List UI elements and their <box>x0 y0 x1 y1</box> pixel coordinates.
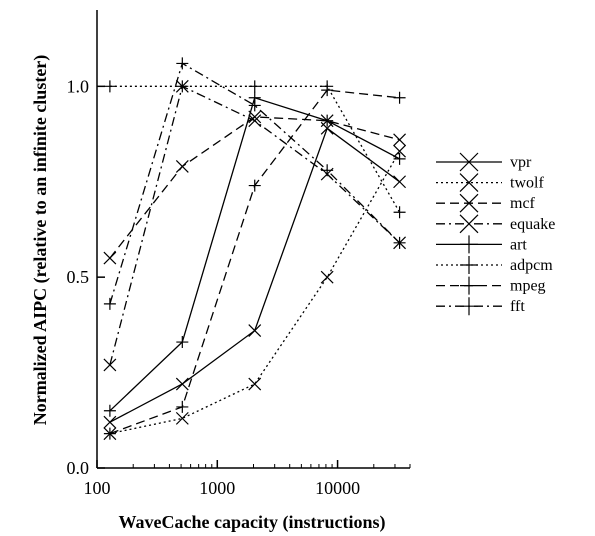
data-point <box>175 160 189 173</box>
legend-marker <box>459 193 479 213</box>
legend-item-twolf: twolf <box>436 173 544 193</box>
series-vpr <box>103 121 407 429</box>
legend-label: twolf <box>510 175 544 192</box>
data-point <box>248 324 262 338</box>
data-point <box>176 80 189 93</box>
data-point <box>176 400 189 413</box>
data-point <box>176 57 189 70</box>
data-point <box>393 91 406 104</box>
series-layer <box>103 57 407 441</box>
data-point <box>393 133 407 147</box>
y-tick-label: 0.5 <box>67 267 90 287</box>
data-point <box>321 164 334 177</box>
data-point <box>248 377 262 391</box>
series-fft <box>103 57 406 310</box>
series-line-adpcm <box>109 85 401 213</box>
data-point <box>248 179 261 192</box>
legend-label: equake <box>510 216 555 233</box>
legend-marker <box>460 235 478 254</box>
data-point <box>248 99 261 112</box>
legend-label: adpcm <box>510 257 553 274</box>
legend-label: art <box>510 236 527 253</box>
legend-marker <box>460 297 478 316</box>
legend-label: fft <box>510 298 525 315</box>
data-point <box>103 80 116 93</box>
series-adpcm <box>103 80 406 219</box>
legend-item-equake: equake <box>436 214 555 234</box>
legend-marker <box>459 173 479 193</box>
series-mpeg <box>103 84 406 440</box>
data-point <box>176 336 189 349</box>
series-line-equake <box>109 85 401 366</box>
data-point <box>393 175 407 189</box>
series-line-mpeg <box>109 89 400 435</box>
legend-marker <box>459 214 479 234</box>
data-point <box>103 251 117 265</box>
legend-item-mpeg: mpeg <box>436 276 546 295</box>
data-point <box>175 411 189 425</box>
data-point <box>103 404 116 417</box>
data-point <box>393 236 406 249</box>
data-point <box>321 84 334 97</box>
x-tick-label: 10000 <box>315 478 360 498</box>
data-point <box>103 297 116 310</box>
axis-ticks: 0.0 0.5 1.0 100 1000 10000 <box>67 76 411 498</box>
data-point <box>321 114 334 127</box>
series-line-twolf <box>109 150 401 435</box>
legend-item-fft: fft <box>436 297 525 315</box>
y-tick-label: 1.0 <box>67 76 90 96</box>
legend-item-art: art <box>436 235 527 254</box>
legend: vpr twolf mcf equake art adpcm mpeg fft <box>436 152 555 315</box>
data-point <box>320 270 334 284</box>
data-point <box>393 206 406 219</box>
data-point <box>175 377 189 391</box>
data-point <box>103 415 117 429</box>
x-tick-label: 1000 <box>199 478 235 498</box>
legend-marker <box>459 152 479 172</box>
series-line-art <box>109 96 400 412</box>
data-point <box>103 358 117 372</box>
series-equake <box>103 79 407 372</box>
data-point <box>393 152 406 165</box>
series-twolf <box>103 144 407 441</box>
data-point <box>393 144 407 158</box>
y-axis-title: Normalized AIPC (relative to an infinite… <box>30 55 51 426</box>
legend-label: vpr <box>510 154 532 171</box>
x-tick-label: 100 <box>84 478 111 498</box>
legend-item-mcf: mcf <box>436 193 536 213</box>
data-point <box>103 427 116 440</box>
y-tick-label: 0.0 <box>67 458 90 478</box>
x-axis-title: WaveCache capacity (instructions) <box>119 512 386 533</box>
series-art <box>103 91 406 417</box>
data-point <box>248 80 261 93</box>
legend-label: mpeg <box>510 278 546 295</box>
legend-marker <box>460 256 478 274</box>
legend-item-vpr: vpr <box>436 152 532 172</box>
data-point <box>248 114 262 128</box>
legend-label: mcf <box>510 195 536 212</box>
series-line-vpr <box>109 127 400 423</box>
legend-item-adpcm: adpcm <box>436 256 553 274</box>
legend-marker <box>460 276 478 295</box>
plot-frame <box>96 10 410 469</box>
